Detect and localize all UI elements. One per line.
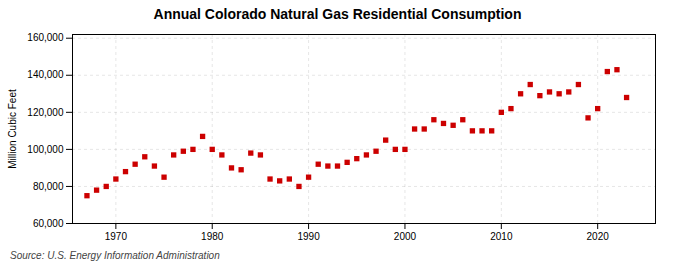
svg-text:2020: 2020 [587, 231, 610, 242]
svg-text:Million Cubic Feet: Million Cubic Feet [7, 89, 18, 169]
svg-text:2010: 2010 [490, 231, 513, 242]
svg-text:1990: 1990 [297, 231, 320, 242]
svg-text:60,000: 60,000 [33, 218, 64, 229]
svg-text:100,000: 100,000 [27, 144, 64, 155]
svg-text:80,000: 80,000 [33, 181, 64, 192]
html-text:Annual Colorado Natural Gas Re: Annual Colorado Natural Gas Residential … [153, 6, 522, 22]
html-text:Source: U.S. Energy Informatio: Source: U.S. Energy Information Administ… [10, 250, 220, 261]
svg-text:1980: 1980 [201, 231, 224, 242]
svg-text:120,000: 120,000 [27, 107, 64, 118]
svg-text:140,000: 140,000 [27, 69, 64, 80]
svg-text:160,000: 160,000 [27, 32, 64, 43]
svg-text:1970: 1970 [105, 231, 128, 242]
svg-text:2000: 2000 [394, 231, 417, 242]
